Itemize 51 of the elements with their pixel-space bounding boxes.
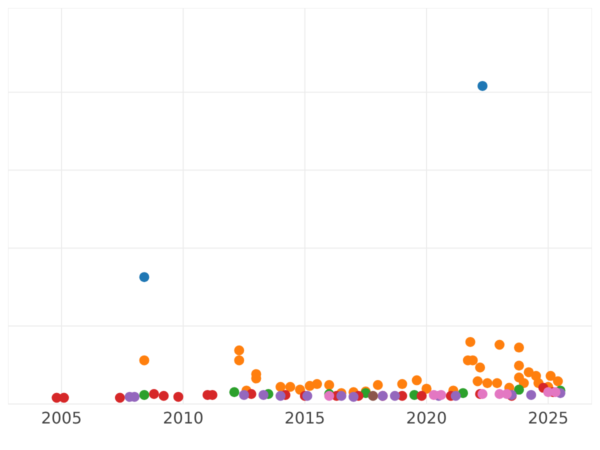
point (514, 384, 524, 395)
point (234, 355, 244, 366)
point (258, 390, 268, 400)
point (139, 355, 150, 366)
point (494, 340, 505, 350)
point (552, 376, 563, 386)
point (173, 392, 184, 402)
point (492, 378, 502, 388)
x-tick-label: 2025 (528, 408, 569, 428)
x-tick-label: 2005 (41, 408, 82, 428)
point (348, 392, 359, 402)
point (478, 80, 488, 91)
point (502, 389, 512, 400)
point (514, 342, 524, 353)
point (472, 376, 483, 386)
point (312, 379, 322, 390)
point (412, 375, 422, 386)
point (372, 380, 383, 390)
x-tick-label: 2020 (406, 408, 447, 428)
point (139, 390, 150, 400)
point (302, 390, 312, 401)
point (285, 382, 296, 392)
point (524, 367, 534, 378)
point (234, 345, 244, 356)
point (114, 392, 125, 403)
point (58, 392, 69, 403)
point (422, 384, 432, 394)
point (475, 362, 486, 373)
point (450, 390, 461, 401)
point (550, 387, 560, 398)
point (276, 382, 286, 392)
point (526, 390, 536, 400)
point (336, 390, 346, 401)
point (368, 390, 378, 401)
point (546, 370, 556, 381)
point (390, 390, 400, 401)
point (158, 390, 169, 401)
point (416, 390, 427, 401)
point (324, 380, 334, 390)
point (514, 360, 524, 371)
x-tick-label: 2010 (162, 408, 204, 428)
point (397, 379, 408, 390)
point (229, 387, 240, 398)
point (149, 389, 159, 400)
point (482, 378, 492, 388)
x-tick-label: 2015 (284, 408, 326, 428)
point (478, 389, 488, 400)
point (239, 390, 250, 400)
point (465, 336, 476, 347)
point (276, 390, 286, 401)
point (139, 272, 150, 282)
